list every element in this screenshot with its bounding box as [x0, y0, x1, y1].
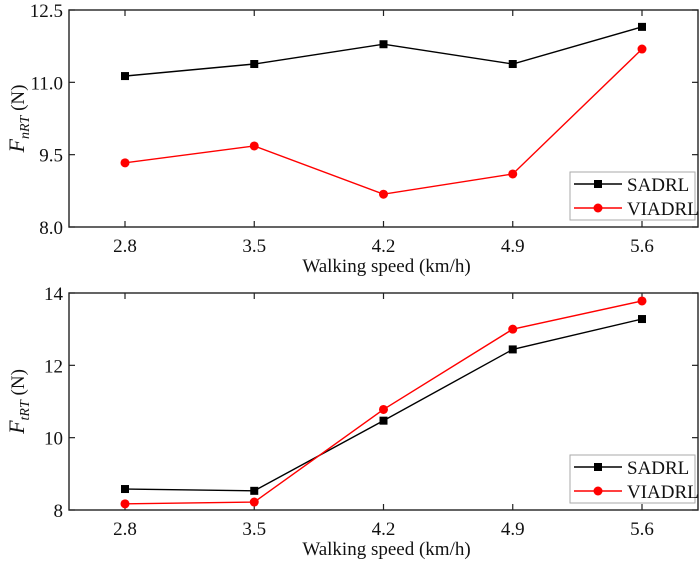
data-point-viadrl	[120, 499, 130, 509]
x-tick-label: 3.5	[242, 236, 266, 257]
x-tick-label: 2.8	[113, 519, 137, 540]
data-point-viadrl	[249, 497, 259, 507]
y-axis-title-main: F	[4, 138, 29, 153]
chart-panel-1: 2.8 3.5 4.2 4.9 5.6 8.0 9.5 11.0 12.5 Walking spe…	[4, 1, 699, 277]
legend-label-viadrl: VIADRL	[627, 482, 699, 503]
legend-marker-sadrl	[594, 463, 602, 471]
y-axis-title: FnRT (N)	[4, 85, 33, 154]
x-tick-label: 4.9	[501, 236, 525, 257]
data-point-viadrl	[249, 141, 259, 151]
data-point-sadrl	[250, 486, 259, 495]
data-point-sadrl	[379, 416, 388, 425]
y-axis-title-subscript: nRT	[18, 114, 33, 139]
data-point-sadrl	[508, 345, 517, 354]
legend-marker-viadrl	[593, 203, 603, 213]
legend: SADRL VIADRL	[569, 171, 699, 221]
y-axis-title-unit: (N)	[8, 369, 29, 400]
legend-label-sadrl: SADRL	[627, 175, 689, 196]
data-point-sadrl	[638, 22, 646, 31]
x-tick-label: 3.5	[242, 519, 266, 540]
data-point-sadrl	[638, 315, 646, 324]
data-point-viadrl	[508, 169, 518, 179]
y-axis-title: FtRT (N)	[4, 369, 33, 435]
x-tick-label: 5.6	[630, 519, 654, 540]
y-tick-label: 8	[54, 501, 64, 522]
data-point-viadrl	[637, 44, 647, 54]
chart-panel-2: 2.8 3.5 4.2 4.9 5.6 8 10 12 14 Walking speed (km/…	[4, 284, 699, 560]
data-point-sadrl	[379, 40, 388, 49]
data-point-viadrl	[120, 158, 130, 168]
legend: SADRL VIADRL	[569, 454, 699, 504]
y-tick-label: 14	[44, 284, 64, 305]
series-line-sadrl	[124, 318, 643, 492]
data-point-sadrl	[508, 60, 517, 69]
data-point-viadrl	[379, 189, 388, 199]
series-line-viadrl	[124, 48, 643, 195]
y-tick-label: 9.5	[39, 146, 63, 167]
data-point-sadrl	[250, 60, 259, 69]
legend-marker-viadrl	[593, 486, 603, 496]
y-tick-label: 8.0	[39, 218, 63, 239]
legend-box	[569, 454, 696, 504]
x-tick-label: 2.8	[113, 236, 137, 257]
y-axis-title-unit: (N)	[8, 85, 29, 116]
y-tick-label: 11.0	[30, 73, 63, 94]
series-line-sadrl	[124, 26, 643, 77]
data-point-viadrl	[508, 324, 518, 334]
y-tick-label: 12	[44, 356, 63, 377]
x-tick-label: 4.2	[372, 519, 396, 540]
x-tick-label: 5.6	[630, 236, 654, 257]
x-tick-label: 4.9	[501, 519, 525, 540]
data-point-sadrl	[121, 72, 129, 81]
data-point-viadrl	[379, 404, 388, 414]
data-point-viadrl	[637, 296, 647, 306]
series-line-viadrl	[124, 300, 643, 505]
legend-label-viadrl: VIADRL	[627, 199, 699, 220]
x-tick-label: 4.2	[372, 236, 396, 257]
y-axis-title-subscript: tRT	[18, 399, 33, 420]
x-axis-title: Walking speed (km/h)	[302, 256, 470, 277]
y-tick-label: 10	[44, 429, 63, 450]
legend-label-sadrl: SADRL	[627, 458, 689, 479]
data-point-sadrl	[121, 485, 129, 494]
legend-marker-sadrl	[594, 180, 602, 188]
y-tick-label: 12.5	[30, 1, 63, 22]
legend-box	[569, 171, 696, 221]
y-axis-title-main: F	[4, 420, 29, 435]
x-axis-title: Walking speed (km/h)	[302, 539, 470, 560]
